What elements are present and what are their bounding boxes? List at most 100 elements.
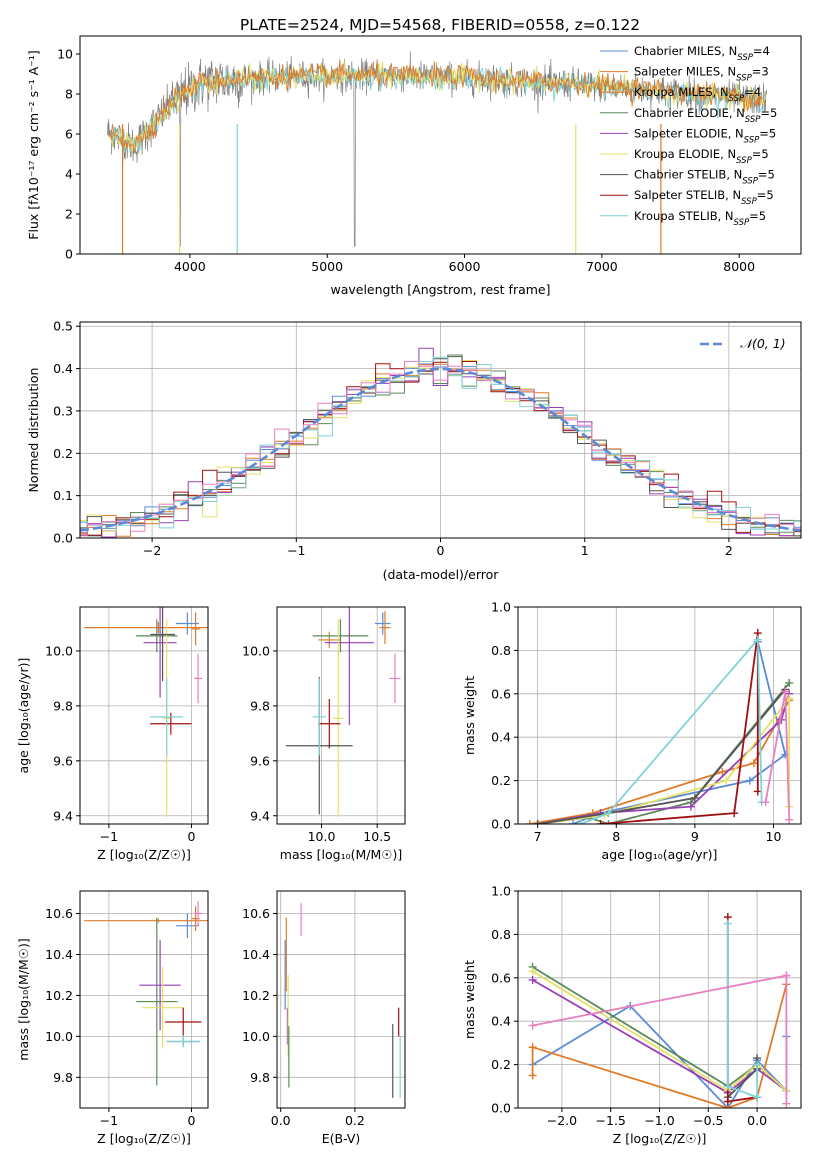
y-tick-label: 10.4 — [45, 947, 73, 962]
x-tick-label: 1 — [581, 543, 589, 558]
data-point-errorbar — [389, 653, 401, 704]
y-tick-label: 0 — [65, 247, 73, 262]
x-tick-label: 5000 — [311, 259, 343, 274]
data-point-errorbar — [379, 611, 391, 645]
legend-entry-n: =5 — [759, 126, 776, 140]
series-line — [537, 688, 786, 824]
observed-spectrum-line — [107, 51, 768, 247]
legend-entry-n: =4 — [753, 44, 770, 58]
histogram-step-line — [80, 363, 801, 536]
legend-entry-n: =5 — [752, 147, 769, 161]
y-tick-label: 0.4 — [53, 361, 73, 376]
y-tick-label: 10.4 — [242, 947, 270, 962]
y-tick-label: 0.4 — [491, 1014, 511, 1029]
y-tick-label: 10.2 — [242, 988, 270, 1003]
model-spectrum-line — [109, 60, 767, 154]
plus-marker — [785, 694, 794, 703]
panel-weight-vs-age: 7 8 9 10 0.0 0.2 0.4 0.6 0.8 1.0 age [log₁₀(age/yr… — [462, 600, 802, 862]
x-axis-label: (data-model)/error — [383, 567, 500, 582]
x-axis-label: Z [log₁₀(Z/Z☉)] — [613, 1131, 707, 1146]
y-tick-label: 10.6 — [242, 906, 270, 921]
histogram-step-line — [80, 356, 801, 537]
plus-marker — [785, 815, 794, 824]
data-point-errorbar — [84, 918, 208, 923]
plus-marker — [528, 967, 537, 976]
legend-entry-sub: SSP — [736, 74, 752, 84]
data-point-errorbar — [143, 607, 177, 698]
plus-marker — [604, 820, 613, 824]
x-tick-label: −1.5 — [596, 1113, 626, 1128]
y-axis-label: Normed distribution — [26, 368, 41, 493]
data-point-errorbar — [165, 1007, 202, 1037]
data-point-errorbar — [139, 940, 181, 1031]
x-tick-label: 8 — [612, 829, 620, 844]
axes-frame — [79, 35, 802, 255]
legend-entry-n: =3 — [752, 65, 769, 79]
data-point-errorbar — [324, 607, 374, 726]
y-tick-label: 0.8 — [491, 643, 511, 658]
data-point-errorbar — [312, 619, 369, 653]
y-tick-label: 2 — [65, 207, 73, 222]
axes-frame — [276, 890, 406, 1109]
legend-entry-label: Salpeter STELIB, NSSP=5 — [634, 188, 774, 207]
x-tick-label: 0.2 — [345, 1113, 365, 1128]
plus-marker — [761, 798, 770, 807]
legend-entry-sub: SSP — [742, 177, 758, 187]
panel-age-vs-mass: 10.0 10.5 9.4 9.6 9.8 10.0 mass [log₁₀(M/M☉)] — [242, 606, 406, 862]
y-tick-label: 10 — [57, 47, 73, 62]
x-axis-label: age [log₁₀(age/yr)] — [602, 847, 718, 862]
y-tick-label: 0.6 — [491, 970, 511, 985]
y-tick-label: 0.3 — [53, 403, 73, 418]
legend-entry-n: =5 — [758, 168, 775, 182]
plus-marker — [785, 678, 794, 687]
panel-mass-vs-EBV: 0.0 0.2 9.8 10.0 10.2 10.4 10.6 E(B-V) — [242, 890, 406, 1146]
x-tick-label: 7000 — [586, 259, 618, 274]
x-tick-label: −2 — [143, 543, 161, 558]
data-point-errorbar — [84, 622, 208, 634]
x-tick-label: 10 — [766, 829, 782, 844]
data-point-errorbar — [374, 612, 391, 635]
y-tick-label: 0.2 — [491, 1057, 511, 1072]
plus-marker — [569, 820, 578, 824]
legend-entry-n: =5 — [757, 188, 774, 202]
x-tick-label: −1.0 — [644, 1113, 674, 1128]
x-tick-label: 0 — [437, 543, 445, 558]
series-line — [531, 984, 788, 1108]
plus-marker — [528, 975, 537, 984]
series-line — [537, 695, 791, 824]
plus-marker — [528, 1021, 537, 1030]
y-tick-label: 10.0 — [45, 643, 73, 658]
x-tick-label: −1 — [287, 543, 305, 558]
y-tick-label: 10.0 — [45, 1029, 73, 1044]
x-axis-label: Z [log₁₀(Z/Z☉)] — [97, 1131, 191, 1146]
y-tick-label: 10.0 — [242, 1029, 270, 1044]
plus-marker — [686, 802, 695, 811]
plus-marker — [533, 820, 542, 824]
panel-residuals: −2 −1 0 1 2 0.0 0.1 0.2 0.3 0.4 0.5 (data-model)/er… — [26, 319, 802, 582]
legend-entry-base: Chabrier ELODIE, N — [634, 106, 745, 120]
series-line — [580, 637, 763, 824]
data-point-errorbar — [150, 712, 192, 735]
legend-entry-label: Salpeter ELODIE, NSSP=5 — [634, 126, 776, 145]
data-point-errorbar — [136, 619, 178, 653]
plus-marker — [753, 1093, 762, 1102]
panel-age-vs-Z: −1 0 9.4 9.6 9.8 10.0 Z [log₁₀(Z/Z☉)] age [log₁… — [16, 606, 209, 862]
legend-entry-label: Salpeter MILES, NSSP=3 — [634, 65, 769, 84]
y-tick-label: 9.4 — [250, 808, 270, 823]
legend-entry-sub: SSP — [729, 94, 745, 104]
y-tick-label: 1.0 — [491, 884, 511, 899]
series-line — [537, 693, 791, 824]
y-tick-label: 9.8 — [250, 1070, 270, 1085]
plus-marker — [753, 787, 762, 796]
y-axis-label: age [log₁₀(age/yr)] — [16, 658, 31, 774]
y-tick-label: 9.6 — [53, 753, 73, 768]
figure-title: PLATE=2524, MJD=54568, FIBERID=0558, z=0… — [240, 16, 640, 34]
x-tick-label: 8000 — [723, 259, 755, 274]
gaussian-reference-line — [80, 367, 801, 532]
y-tick-label: 4 — [65, 167, 73, 182]
axes-frame — [79, 890, 209, 1109]
data-point-errorbar — [332, 619, 344, 818]
plus-marker — [723, 1097, 732, 1106]
x-tick-label: 0 — [188, 1113, 196, 1128]
